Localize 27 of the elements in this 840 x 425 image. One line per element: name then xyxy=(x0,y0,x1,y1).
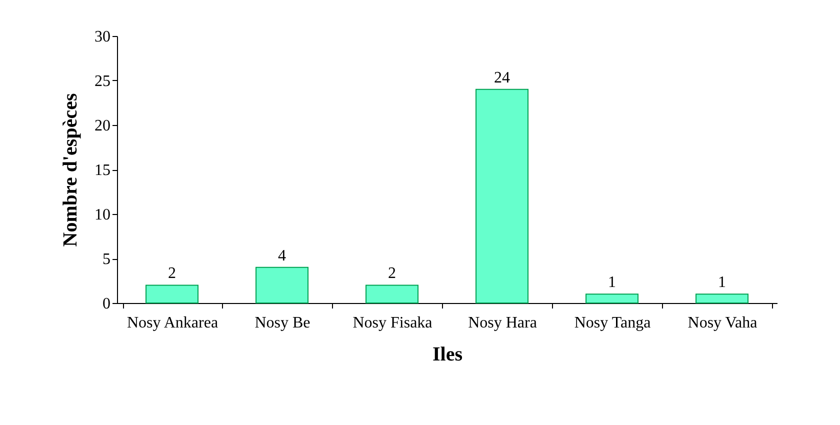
data-label: 1 xyxy=(718,274,726,292)
bar xyxy=(256,266,308,304)
y-axis-title: Nombre d'espèces xyxy=(60,93,82,247)
x-tick-label: Nosy Be xyxy=(254,314,310,332)
y-tick-label: 25 xyxy=(94,73,110,90)
data-label: 4 xyxy=(278,247,286,264)
bar xyxy=(586,294,638,304)
bar xyxy=(366,284,418,304)
data-label: 1 xyxy=(608,274,616,292)
data-label: 2 xyxy=(168,265,176,282)
y-tick-label: 20 xyxy=(94,118,110,134)
x-tick-label: Nosy Hara xyxy=(468,314,537,332)
x-tick-label: Nosy Tanga xyxy=(574,314,651,332)
y-tick-label: 30 xyxy=(94,28,110,46)
bar xyxy=(696,294,748,304)
x-axis-title: Iles xyxy=(432,344,463,366)
x-tick-label: Nosy Ankarea xyxy=(126,314,218,332)
x-tick-label: Nosy Vaha xyxy=(688,314,758,332)
data-label: 24 xyxy=(494,69,510,86)
bar xyxy=(476,88,528,304)
bar xyxy=(146,284,198,304)
y-tick-label: 10 xyxy=(94,206,110,224)
y-tick-label: 15 xyxy=(94,162,110,179)
y-tick-label: 0 xyxy=(102,296,110,312)
data-label: 2 xyxy=(388,265,396,282)
y-tick-label: 5 xyxy=(102,251,110,268)
x-tick-label: Nosy Fisaka xyxy=(352,314,432,332)
